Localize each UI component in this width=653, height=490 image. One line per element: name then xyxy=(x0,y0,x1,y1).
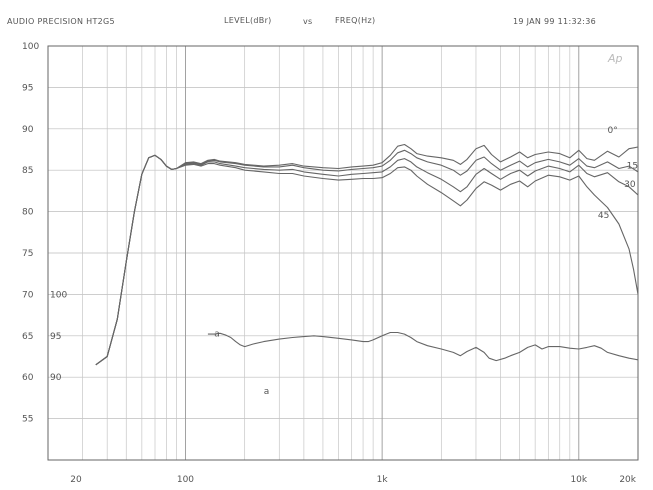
y-tick-label: 100 xyxy=(22,42,39,52)
annotation-label: 0° xyxy=(608,126,618,136)
secondary-y-tick-label: 100 xyxy=(50,290,67,300)
y-axis-ticks: 100 95 90 85 80 75 70 65 60 55 xyxy=(22,42,39,425)
y-tick-label: 55 xyxy=(22,415,33,425)
plot-frame xyxy=(47,45,639,461)
x-tick-label: 100 xyxy=(177,475,194,485)
x-axis-ticks: 20 100 1k 10k 20k xyxy=(70,475,637,485)
curve-annotations: 0° 15 30 45 a a xyxy=(214,126,638,397)
series-line xyxy=(95,154,639,366)
y-tick-label: 75 xyxy=(22,249,33,259)
x-tick-label: 10k xyxy=(570,475,587,485)
y-tick-label: 80 xyxy=(22,208,34,218)
x-tick-label: 20 xyxy=(70,475,82,485)
annotation-label: 45 xyxy=(598,211,609,221)
data-series xyxy=(95,143,639,366)
secondary-y-tick-label: 95 xyxy=(50,332,61,342)
header-level-label: LEVEL(dBr) xyxy=(224,16,272,25)
x-tick-label: 1k xyxy=(377,475,389,485)
ap-logo: Ap xyxy=(607,52,623,65)
annotation-label: a xyxy=(214,330,220,340)
secondary-y-tick-label: 90 xyxy=(50,373,62,383)
secondary-y-axis-ticks: 100 95 90 xyxy=(50,290,67,383)
annotation-label: a xyxy=(264,387,270,397)
annotation-label: 15 xyxy=(627,162,638,172)
header-freq-label: FREQ(Hz) xyxy=(335,16,375,25)
y-tick-label: 90 xyxy=(22,125,34,135)
header-vs-label: vs xyxy=(303,17,313,26)
series-line xyxy=(207,331,639,362)
header-timestamp: 19 JAN 99 11:32:36 xyxy=(513,17,596,26)
y-tick-label: 65 xyxy=(22,332,33,342)
y-tick-label: 60 xyxy=(22,373,34,383)
x-tick-label: 20k xyxy=(619,475,636,485)
header-instrument: AUDIO PRECISION HT2G5 xyxy=(7,17,115,26)
y-tick-label: 70 xyxy=(22,290,34,300)
annotation-label: 30 xyxy=(624,180,636,190)
y-tick-label: 95 xyxy=(22,83,33,93)
y-tick-label: 85 xyxy=(22,166,33,176)
